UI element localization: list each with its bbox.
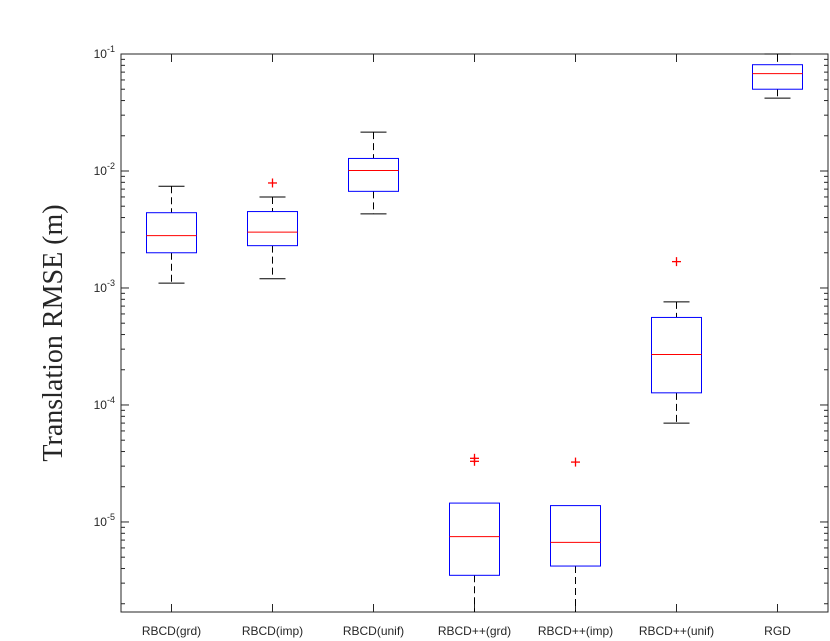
iqr-box [651,316,702,394]
y-tick-label: 10-3 [94,278,115,295]
iqr-box [752,64,803,90]
y-tick-label: 10-5 [94,512,115,529]
y-tick-label: 10-1 [94,44,115,61]
minor-tick-marks [121,58,828,605]
x-axis: RBCD(grd) RBCD(imp) RBCD(unif) RBCD++(grd) R… [142,54,791,638]
box-RBCD(imp) [247,178,298,280]
x-tick-label: RBCD(unif) [343,624,404,638]
iqr-box [550,505,601,567]
y-tick-label: 10-4 [94,395,115,412]
y-axis-label: Translation RMSE (m) [38,204,69,461]
box-RGD [752,53,803,99]
x-tick-label: RBCD(grd) [142,624,201,638]
iqr-box [348,157,399,192]
boxes-layer [146,53,803,612]
x-tick-label: RGD [764,624,791,638]
x-tick-label: RBCD++(unif) [639,624,714,638]
x-tick-label: RBCD++(imp) [538,624,613,638]
box-RBCD++(grd) [449,453,500,612]
iqr-box [449,502,500,576]
box-RBCD(grd) [146,185,197,284]
box-RBCD++(imp) [550,457,601,612]
y-tick-label: 10-2 [94,161,115,178]
x-tick-label: RBCD(imp) [242,624,303,638]
iqr-box [247,211,298,247]
plot-area [120,53,829,613]
box-RBCD(unif) [348,131,399,215]
iqr-box [146,212,197,254]
y-axis: 10-1 10-2 10-3 10-4 10-5 [94,44,828,529]
x-tick-label: RBCD++(grd) [438,624,511,638]
box-RBCD++(unif) [651,257,702,424]
